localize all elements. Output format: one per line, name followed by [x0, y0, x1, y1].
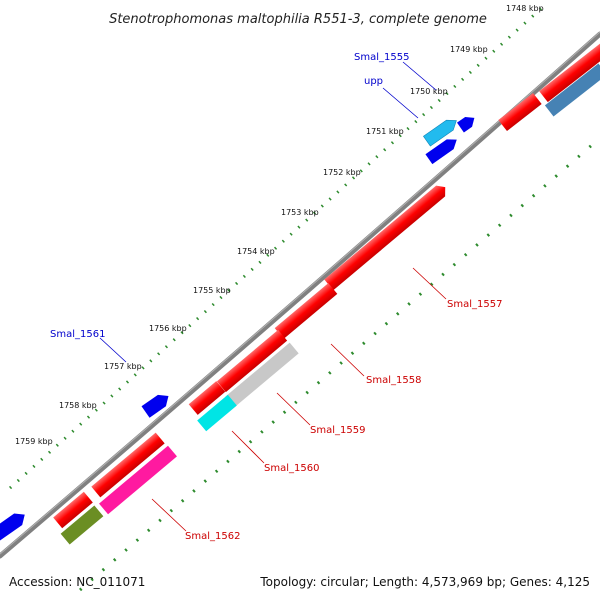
gene-label-smal-1555[interactable]: Smal_1555	[354, 52, 409, 63]
outer-tick-track	[8, 3, 547, 490]
gene-red-1749[interactable]	[539, 41, 600, 103]
gene-smal-1555[interactable]	[423, 116, 459, 147]
tick-label: 1753 kbp	[281, 208, 319, 217]
tick-label: 1757 kbp	[104, 362, 142, 371]
tick-label: 1758 kbp	[59, 401, 97, 410]
gene-smal-1559[interactable]	[225, 342, 299, 408]
gene-red-small-b[interactable]	[188, 381, 226, 415]
tick-label: 1756 kbp	[149, 324, 187, 333]
gene-olive[interactable]	[60, 505, 104, 545]
tick-label: 1748 kbp	[506, 4, 544, 13]
gene-smal-1560[interactable]	[197, 394, 237, 432]
gene-label-smal-1558[interactable]: Smal_1558	[366, 375, 421, 386]
gene-upp[interactable]	[425, 135, 460, 165]
tick-label: 1759 kbp	[15, 437, 53, 446]
tick-label: 1750 kbp	[410, 87, 448, 96]
tick-label: 1754 kbp	[237, 247, 275, 256]
gene-smal-1561[interactable]	[141, 390, 173, 418]
map-title: Stenotrophomonas maltophilia R551-3, com…	[109, 12, 487, 27]
gene-red-1750[interactable]	[498, 92, 542, 132]
gene-label-smal-1562[interactable]: Smal_1562	[185, 531, 240, 542]
gene-smal-1558[interactable]	[274, 283, 338, 339]
gene-steel-1749[interactable]	[544, 63, 600, 117]
tick-label: 1755 kbp	[193, 286, 231, 295]
accession-label: Accession: NC_011071	[9, 575, 145, 589]
gene-label-smal-1557[interactable]: Smal_1557	[447, 299, 502, 310]
tick-label: 1752 kbp	[323, 168, 361, 177]
genome-summary: Topology: circular; Length: 4,573,969 bp…	[259, 575, 590, 589]
gene-label-smal-1561[interactable]: Smal_1561	[50, 329, 105, 340]
gene-label-smal-1560[interactable]: Smal_1560	[264, 463, 319, 474]
gene-red-1559a[interactable]	[91, 432, 165, 498]
gene-red-1558b[interactable]	[216, 329, 288, 393]
tick-label: 1749 kbp	[450, 45, 488, 54]
tick-label: 1751 kbp	[366, 127, 404, 136]
gene-smal-1562[interactable]	[99, 445, 177, 515]
gene-smal-1557[interactable]	[324, 182, 449, 291]
inner-tick-track	[79, 136, 600, 592]
gene-red-1559b[interactable]	[53, 491, 93, 529]
gene-label-upp[interactable]: upp	[364, 76, 383, 87]
gene-blue-small-a[interactable]	[457, 113, 478, 133]
gene-label-smal-1559[interactable]: Smal_1559	[310, 425, 365, 436]
label-leaders	[99, 61, 447, 532]
gene-blue-edge[interactable]	[0, 509, 29, 543]
